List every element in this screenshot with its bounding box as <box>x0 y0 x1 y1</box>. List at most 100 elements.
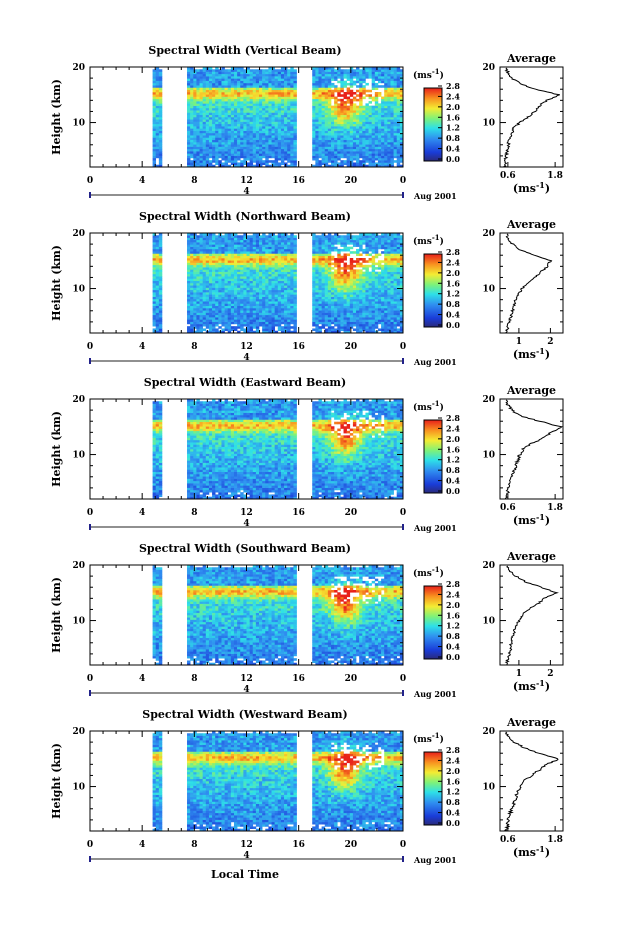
heatmap-cell <box>255 298 260 302</box>
panel-1: Spectral Width (Vertical Beam)0 4 8 12 16 20 0… <box>50 44 564 201</box>
heatmap-cell <box>227 328 232 332</box>
heatmap-cell <box>374 157 379 161</box>
heatmap-cell <box>284 117 288 120</box>
heatmap-cell <box>249 237 254 241</box>
heatmap-cell <box>243 146 247 150</box>
heatmap-cell <box>152 239 157 243</box>
heatmap-cell <box>259 94 263 97</box>
heatmap-cell <box>268 298 272 302</box>
heatmap-cell <box>327 308 332 311</box>
heatmap-cell <box>352 105 357 109</box>
heatmap-cell <box>224 87 229 91</box>
heatmap-cell <box>365 114 369 118</box>
heatmap-cell <box>218 239 222 243</box>
heatmap-cell <box>384 71 388 75</box>
heatmap-cell <box>196 321 200 325</box>
heatmap-cell <box>321 271 326 275</box>
heatmap-cell <box>252 135 257 138</box>
heatmap-cell <box>227 160 232 163</box>
heatmap-cell <box>277 105 282 109</box>
heatmap-cell <box>374 162 379 166</box>
heatmap-cell <box>252 155 257 159</box>
heatmap-cell <box>280 126 285 129</box>
heatmap-cell <box>208 244 213 247</box>
heatmap-cell <box>390 146 394 150</box>
heatmap-cell <box>271 130 275 134</box>
heatmap-cell <box>280 314 285 318</box>
heatmap-cell <box>290 308 294 311</box>
heatmap-cell <box>208 112 213 116</box>
heatmap-cell <box>155 87 160 91</box>
heatmap-cell <box>387 121 391 125</box>
heatmap-cell <box>371 148 376 152</box>
heatmap-cell <box>205 144 210 147</box>
heatmap-cell <box>202 233 207 236</box>
heatmap-cell <box>318 98 322 102</box>
heatmap-cell <box>284 123 288 127</box>
heatmap-cell <box>293 96 297 100</box>
heatmap-cell <box>187 269 191 272</box>
heatmap-cell <box>252 278 257 282</box>
heatmap-cell <box>255 255 260 259</box>
heatmap-cell <box>381 73 385 77</box>
heatmap-cell <box>259 103 263 106</box>
heatmap-cell <box>321 269 326 272</box>
heatmap-cell <box>190 294 194 297</box>
heatmap-cell <box>259 112 263 116</box>
heatmap-cell <box>265 301 269 304</box>
heatmap-cell <box>374 123 379 127</box>
heatmap-cell <box>321 292 326 295</box>
heatmap-cell <box>290 255 294 259</box>
heatmap-cell <box>205 305 210 309</box>
heatmap-cell <box>399 139 404 143</box>
heatmap-cell <box>368 155 372 159</box>
colorbar <box>423 87 443 162</box>
heatmap-cell <box>262 237 266 241</box>
heatmap-cell <box>312 144 316 147</box>
heatmap-cell <box>202 157 207 161</box>
heatmap-cell <box>155 244 160 247</box>
heatmap-cell <box>287 71 291 75</box>
heatmap-cell <box>277 89 282 93</box>
heatmap-cell <box>199 69 203 72</box>
heatmap-cell <box>187 296 191 300</box>
heatmap-cell <box>155 123 160 127</box>
heatmap-cell <box>318 103 322 106</box>
heatmap-cell <box>327 262 332 266</box>
heatmap-cell <box>312 139 316 143</box>
heatmap-cell <box>152 237 157 241</box>
heatmap-cell <box>259 308 263 311</box>
heatmap-cell <box>262 135 266 138</box>
heatmap-cell <box>196 314 200 318</box>
heatmap-cell <box>230 92 235 95</box>
heatmap-cell <box>158 296 163 300</box>
heatmap-cell <box>237 82 241 86</box>
heatmap-cell <box>208 242 213 245</box>
heatmap-cell <box>205 146 210 150</box>
heatmap-cell <box>284 98 288 102</box>
heatmap-cell <box>340 107 344 111</box>
heatmap-cell <box>368 76 372 79</box>
heatmap-cell <box>293 314 297 318</box>
heatmap-cell <box>312 323 316 327</box>
heatmap-cell <box>340 292 344 295</box>
heatmap-cell <box>190 87 194 91</box>
heatmap-cell <box>199 107 203 111</box>
heatmap-cell <box>334 110 338 113</box>
heatmap-cell <box>193 123 197 127</box>
heatmap-cell <box>396 67 401 70</box>
heatmap-cell <box>368 162 372 166</box>
heatmap-cell <box>324 289 329 293</box>
heatmap-cell <box>196 301 200 304</box>
heatmap-cell <box>384 164 388 168</box>
heatmap-cell <box>193 285 197 288</box>
heatmap-cell <box>227 87 232 91</box>
heatmap-cell <box>193 239 197 243</box>
heatmap-cell <box>218 103 222 106</box>
heatmap-cell <box>208 264 213 268</box>
heatmap-cell <box>237 262 241 266</box>
heatmap-cell <box>230 319 235 322</box>
heatmap-cell <box>274 80 279 84</box>
heatmap-cell <box>349 139 354 143</box>
heatmap-cell <box>246 85 250 88</box>
